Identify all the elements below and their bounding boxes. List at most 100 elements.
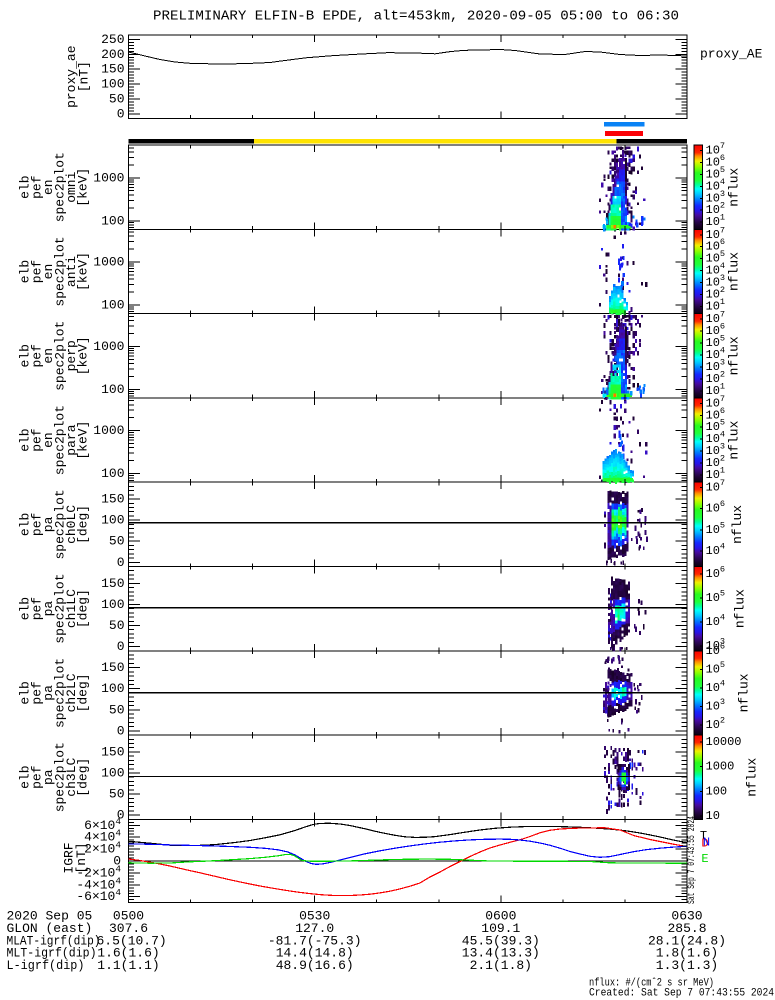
- svg-text:0: 0: [117, 555, 125, 570]
- svg-text:MLT-igrf(dip): MLT-igrf(dip): [7, 946, 97, 961]
- svg-text:4×104: 4×104: [84, 827, 121, 845]
- svg-text:en: en: [41, 179, 56, 195]
- svg-text:10: 10: [706, 809, 720, 823]
- svg-text:14.4(14.8): 14.4(14.8): [276, 946, 354, 961]
- svg-text:0630: 0630: [671, 909, 702, 924]
- svg-text:106: 106: [706, 499, 726, 515]
- svg-text:N: N: [703, 836, 710, 850]
- svg-text:elb: elb: [18, 513, 33, 536]
- svg-text:2×104: 2×104: [84, 839, 121, 857]
- svg-text:103: 103: [706, 697, 726, 714]
- svg-text:spec2plot: spec2plot: [53, 658, 68, 728]
- svg-text:[deg]: [deg]: [76, 673, 91, 712]
- svg-text:elb: elb: [18, 765, 33, 788]
- svg-text:104: 104: [706, 613, 726, 630]
- svg-text:L-igrf(dip): L-igrf(dip): [7, 958, 85, 973]
- svg-text:nflux: nflux: [727, 168, 742, 207]
- svg-text:spec2plot: spec2plot: [53, 573, 68, 643]
- svg-text:1.6(1.6): 1.6(1.6): [97, 946, 159, 961]
- svg-text:Created: Sat Sep 7 07:43:55 2: Created: Sat Sep 7 07:43:55 2024: [589, 988, 774, 1000]
- svg-text:100: 100: [706, 784, 728, 798]
- svg-text:spec2plot: spec2plot: [53, 152, 68, 222]
- svg-text:100: 100: [101, 681, 124, 696]
- svg-text:105: 105: [706, 660, 726, 677]
- svg-text:150: 150: [101, 744, 124, 759]
- svg-text:elb: elb: [18, 597, 33, 620]
- svg-text:1000: 1000: [706, 760, 735, 774]
- svg-text:MLAT-igrf(dip): MLAT-igrf(dip): [7, 933, 101, 948]
- svg-text:0600: 0600: [485, 909, 516, 924]
- svg-text:100: 100: [101, 382, 124, 397]
- svg-text:[keV]: [keV]: [76, 252, 91, 291]
- svg-text:0: 0: [117, 106, 125, 121]
- svg-text:106: 106: [706, 565, 726, 582]
- svg-text:anti: anti: [64, 256, 79, 287]
- svg-text:127.0: 127.0: [295, 921, 334, 936]
- svg-text:100: 100: [101, 77, 124, 92]
- svg-text:para: para: [64, 424, 79, 455]
- svg-text:pa: pa: [41, 685, 56, 701]
- svg-text:105: 105: [706, 520, 726, 537]
- svg-text:0500: 0500: [113, 909, 144, 924]
- svg-text:pef: pef: [30, 175, 45, 198]
- svg-text:109.1: 109.1: [481, 921, 520, 936]
- svg-text:150: 150: [101, 660, 124, 675]
- svg-text:50: 50: [109, 618, 125, 633]
- svg-text:100: 100: [101, 597, 124, 612]
- svg-text:0530: 0530: [299, 909, 330, 924]
- svg-text:1000: 1000: [93, 255, 124, 270]
- svg-text:D: D: [701, 837, 708, 851]
- svg-text:45.5(39.3): 45.5(39.3): [462, 933, 540, 948]
- svg-text:ch2LC: ch2LC: [64, 673, 79, 712]
- svg-text:spec2plot: spec2plot: [53, 405, 68, 475]
- svg-text:104: 104: [706, 679, 726, 696]
- svg-text:nflux: #/(cmˆ2 s sr MeV): nflux: #/(cmˆ2 s sr MeV): [589, 977, 714, 990]
- svg-text:en: en: [41, 264, 56, 280]
- svg-text:nflux: nflux: [737, 673, 752, 712]
- svg-text:0: 0: [117, 723, 125, 738]
- svg-text:elb: elb: [18, 428, 33, 451]
- svg-text:50: 50: [109, 702, 125, 717]
- svg-text:1.8(1.6): 1.8(1.6): [656, 946, 718, 961]
- svg-text:100: 100: [101, 766, 124, 781]
- svg-text:Sat Sep 7 07:43:55 2024: Sat Sep 7 07:43:55 2024: [687, 816, 698, 904]
- svg-text:106: 106: [706, 642, 726, 659]
- svg-text:T: T: [700, 829, 707, 843]
- svg-text:1.1(1.1): 1.1(1.1): [97, 958, 159, 973]
- svg-text:150: 150: [101, 576, 124, 591]
- svg-text:en: en: [41, 432, 56, 448]
- svg-text:100: 100: [101, 513, 124, 528]
- svg-text:pef: pef: [30, 765, 45, 788]
- svg-text:13.4(13.3): 13.4(13.3): [462, 946, 540, 961]
- svg-text:2.1(1.8): 2.1(1.8): [470, 958, 532, 973]
- svg-text:spec2plot: spec2plot: [53, 742, 68, 812]
- svg-text:pef: pef: [30, 428, 45, 451]
- svg-text:nflux: nflux: [727, 420, 742, 459]
- svg-text:PRELIMINARY ELFIN-B EPDE, alt=: PRELIMINARY ELFIN-B EPDE, alt=453km, 202…: [153, 9, 679, 25]
- svg-text:10000: 10000: [706, 735, 742, 749]
- svg-text:nflux: nflux: [733, 589, 748, 628]
- svg-text:E: E: [701, 852, 708, 866]
- svg-text:50: 50: [109, 787, 125, 802]
- svg-text:spec2plot: spec2plot: [53, 236, 68, 306]
- svg-text:100: 100: [101, 466, 124, 481]
- svg-text:150: 150: [101, 492, 124, 507]
- svg-text:285.8: 285.8: [667, 921, 706, 936]
- svg-text:[deg]: [deg]: [76, 758, 91, 797]
- svg-text:[nT]: [nT]: [77, 61, 92, 92]
- svg-text:perp: perp: [64, 340, 79, 371]
- svg-text:pef: pef: [30, 597, 45, 620]
- svg-text:102: 102: [706, 716, 726, 733]
- svg-text:50: 50: [109, 534, 125, 549]
- svg-text:28.1(24.8): 28.1(24.8): [648, 933, 726, 948]
- svg-text:1000: 1000: [93, 339, 124, 354]
- svg-text:nflux: nflux: [730, 505, 745, 544]
- svg-text:elb: elb: [18, 175, 33, 198]
- svg-text:omni: omni: [64, 171, 79, 202]
- svg-text:250: 250: [101, 32, 124, 47]
- svg-text:307.6: 307.6: [109, 921, 148, 936]
- svg-text:pef: pef: [30, 260, 45, 283]
- svg-text:spec2plot: spec2plot: [53, 321, 68, 391]
- svg-text:1.3(1.3): 1.3(1.3): [656, 958, 718, 973]
- svg-text:[keV]: [keV]: [76, 421, 91, 460]
